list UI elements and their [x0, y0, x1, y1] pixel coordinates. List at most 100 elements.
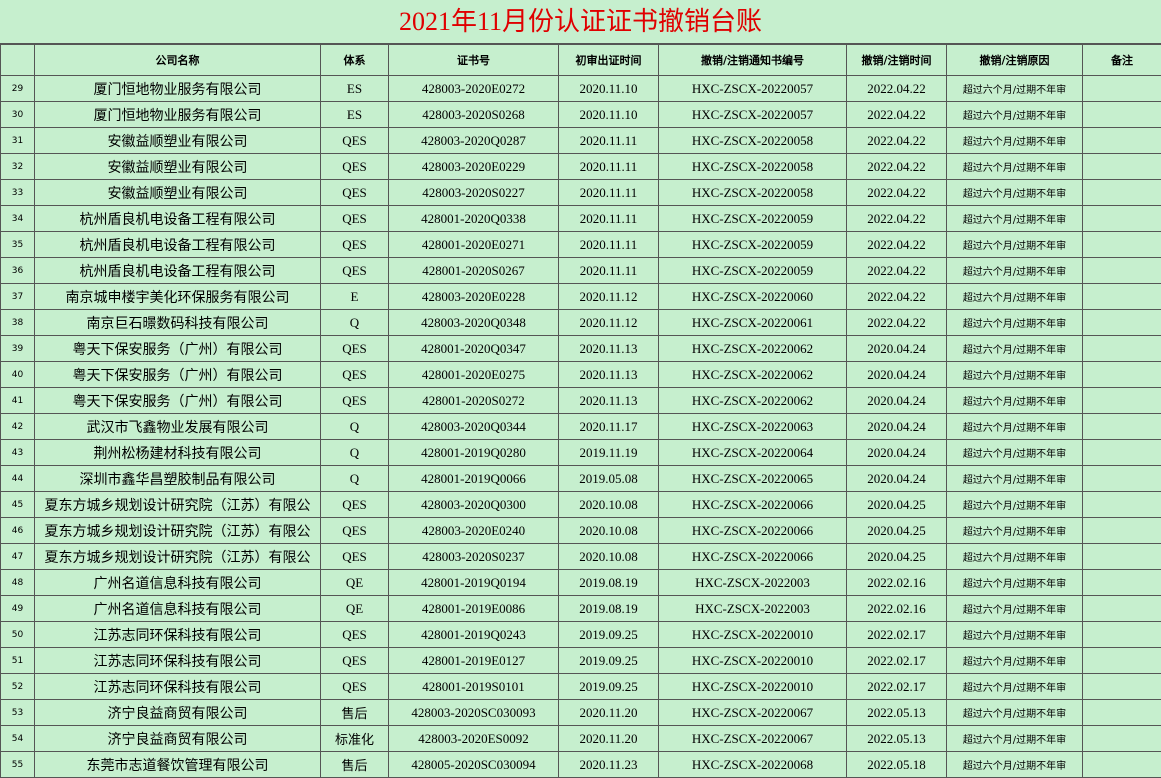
system: QES — [321, 362, 389, 388]
issue-date: 2020.11.23 — [559, 752, 659, 778]
revoke-reason: 超过六个月/过期不年审 — [947, 154, 1083, 180]
issue-date: 2020.11.11 — [559, 180, 659, 206]
company-name: 济宁良益商贸有限公司 — [35, 700, 321, 726]
system: QES — [321, 128, 389, 154]
revoke-reason: 超过六个月/过期不年审 — [947, 128, 1083, 154]
revoke-date: 2022.04.22 — [847, 258, 947, 284]
revoke-date: 2022.05.13 — [847, 700, 947, 726]
certificate-number: 428003-2020Q0300 — [389, 492, 559, 518]
row-number: 39 — [1, 336, 35, 362]
certificate-number: 428001-2020Q0338 — [389, 206, 559, 232]
notice-number: HXC-ZSCX-20220066 — [659, 492, 847, 518]
row-number: 53 — [1, 700, 35, 726]
certificate-number: 428003-2020S0227 — [389, 180, 559, 206]
notice-number: HXC-ZSCX-20220010 — [659, 622, 847, 648]
notice-number: HXC-ZSCX-20220057 — [659, 76, 847, 102]
row-number: 52 — [1, 674, 35, 700]
company-name: 厦门恒地物业服务有限公司 — [35, 76, 321, 102]
company-name: 江苏志同环保科技有限公司 — [35, 674, 321, 700]
company-name: 粤天下保安服务（广州）有限公司 — [35, 336, 321, 362]
notice-number: HXC-ZSCX-20220063 — [659, 414, 847, 440]
remark-cell — [1083, 518, 1161, 544]
certificate-number: 428003-2020Q0348 — [389, 310, 559, 336]
revoke-date: 2022.04.22 — [847, 154, 947, 180]
revoke-date: 2022.02.17 — [847, 674, 947, 700]
company-name: 荆州松杨建材科技有限公司 — [35, 440, 321, 466]
row-number: 49 — [1, 596, 35, 622]
notice-number: HXC-ZSCX-20220068 — [659, 752, 847, 778]
revoke-reason: 超过六个月/过期不年审 — [947, 362, 1083, 388]
notice-number: HXC-ZSCX-20220065 — [659, 466, 847, 492]
revoke-reason: 超过六个月/过期不年审 — [947, 232, 1083, 258]
system: QES — [321, 674, 389, 700]
revoke-reason: 超过六个月/过期不年审 — [947, 700, 1083, 726]
system: QES — [321, 206, 389, 232]
company-name: 广州名道信息科技有限公司 — [35, 570, 321, 596]
row-number: 50 — [1, 622, 35, 648]
row-number: 40 — [1, 362, 35, 388]
certificate-number: 428001-2019S0101 — [389, 674, 559, 700]
issue-date: 2019.09.25 — [559, 622, 659, 648]
remark-cell — [1083, 726, 1161, 752]
remark-cell — [1083, 336, 1161, 362]
system: QES — [321, 154, 389, 180]
issue-date: 2019.09.25 — [559, 674, 659, 700]
row-number: 54 — [1, 726, 35, 752]
system: QES — [321, 388, 389, 414]
company-name: 安徽益顺塑业有限公司 — [35, 154, 321, 180]
notice-number: HXC-ZSCX-20220064 — [659, 440, 847, 466]
notice-number: HXC-ZSCX-20220066 — [659, 518, 847, 544]
remark-cell — [1083, 154, 1161, 180]
issue-date: 2020.10.08 — [559, 544, 659, 570]
certificate-number: 428003-2020S0268 — [389, 102, 559, 128]
notice-number: HXC-ZSCX-20220058 — [659, 128, 847, 154]
company-name: 杭州盾良机电设备工程有限公司 — [35, 258, 321, 284]
remark-cell — [1083, 414, 1161, 440]
issue-date: 2019.08.19 — [559, 596, 659, 622]
issue-date: 2020.11.12 — [559, 310, 659, 336]
revoke-reason: 超过六个月/过期不年审 — [947, 648, 1083, 674]
company-name: 杭州盾良机电设备工程有限公司 — [35, 206, 321, 232]
system: QES — [321, 544, 389, 570]
remark-cell — [1083, 388, 1161, 414]
notice-number: HXC-ZSCX-20220057 — [659, 102, 847, 128]
certificate-number: 428003-2020E0228 — [389, 284, 559, 310]
column-header: 备注 — [1083, 45, 1161, 76]
system: 售后 — [321, 700, 389, 726]
company-name: 武汉市飞鑫物业发展有限公司 — [35, 414, 321, 440]
company-name: 江苏志同环保科技有限公司 — [35, 648, 321, 674]
row-number: 31 — [1, 128, 35, 154]
row-number: 48 — [1, 570, 35, 596]
certificate-number: 428001-2020Q0347 — [389, 336, 559, 362]
row-number: 34 — [1, 206, 35, 232]
revoke-reason: 超过六个月/过期不年审 — [947, 388, 1083, 414]
system: ES — [321, 102, 389, 128]
revoke-date: 2020.04.24 — [847, 362, 947, 388]
system: QES — [321, 258, 389, 284]
certificate-number: 428001-2019Q0280 — [389, 440, 559, 466]
revoke-date: 2020.04.24 — [847, 336, 947, 362]
revoke-date: 2020.04.25 — [847, 518, 947, 544]
revoke-date: 2022.04.22 — [847, 128, 947, 154]
row-number: 37 — [1, 284, 35, 310]
company-name: 杭州盾良机电设备工程有限公司 — [35, 232, 321, 258]
issue-date: 2020.11.11 — [559, 128, 659, 154]
company-name: 夏东方城乡规划设计研究院（江苏）有限公 — [35, 544, 321, 570]
notice-number: HXC-ZSCX-20220060 — [659, 284, 847, 310]
remark-cell — [1083, 232, 1161, 258]
revoke-reason: 超过六个月/过期不年审 — [947, 336, 1083, 362]
revoke-date: 2020.04.24 — [847, 414, 947, 440]
row-number: 35 — [1, 232, 35, 258]
row-number: 43 — [1, 440, 35, 466]
